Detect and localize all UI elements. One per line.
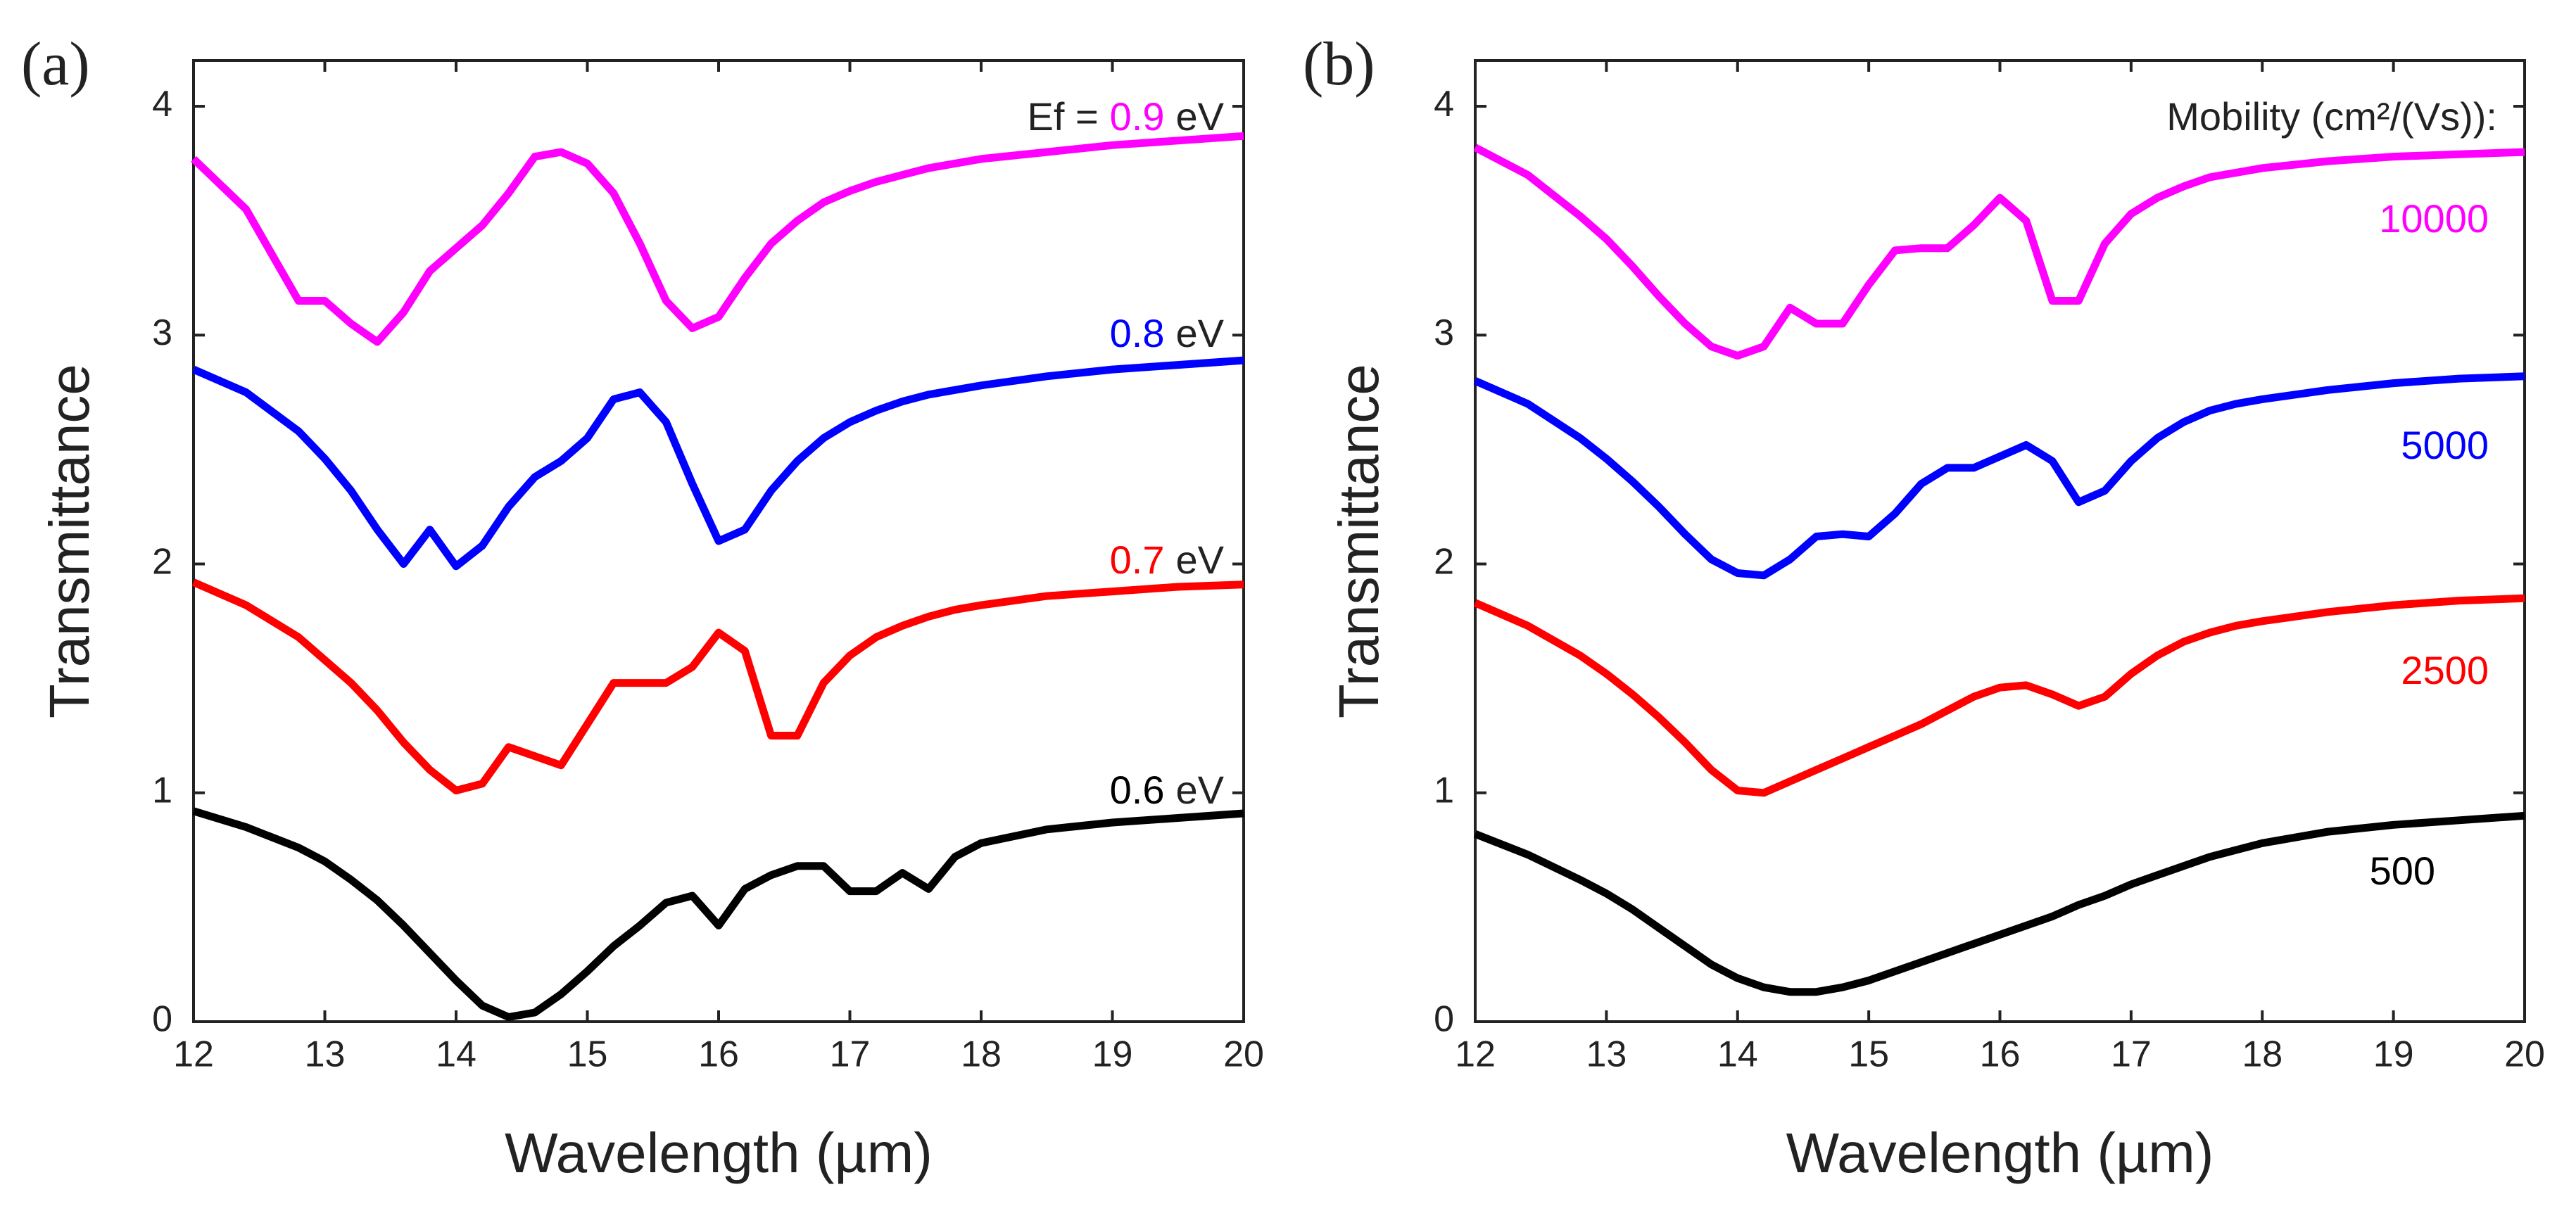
y-tick-label: 2 (152, 541, 172, 582)
data-line (192, 807, 1244, 1021)
x-tick-label: 13 (1586, 1034, 1627, 1075)
data-line (191, 356, 1244, 571)
legend-name: 10000 (2379, 196, 2489, 241)
x-tick-label: 12 (173, 1034, 214, 1075)
x-tick-label: 16 (698, 1034, 739, 1075)
y-tick-label: 0 (152, 999, 172, 1040)
legend-entry: 10000 (2379, 196, 2489, 241)
legend-entry: 0.8 eV (1110, 311, 1225, 355)
data-line (1473, 144, 2525, 360)
data-line (1473, 594, 2525, 797)
y-axis-title: Transmittance (38, 364, 101, 718)
x-tick-label: 15 (1848, 1034, 1889, 1075)
x-axis-title: Wavelength (µm) (1786, 1122, 2214, 1184)
panel-label: (a) (21, 30, 90, 99)
x-tick-label: 17 (830, 1034, 871, 1075)
x-tick-label: 12 (1455, 1034, 1496, 1075)
x-tick-label: 14 (436, 1034, 476, 1075)
x-tick-label: 18 (961, 1034, 1002, 1075)
y-tick-label: 4 (1434, 84, 1454, 125)
plot-frame (1474, 59, 2526, 1023)
data-line (1473, 372, 2525, 580)
x-tick-label: 19 (1092, 1034, 1133, 1075)
y-tick-label: 0 (1434, 999, 1454, 1040)
x-axis-title: Wavelength (µm) (505, 1122, 933, 1184)
legend-unit: eV (1176, 538, 1225, 582)
legend-entry: 5000 (2401, 423, 2489, 467)
y-tick-label: 3 (152, 312, 172, 353)
x-tick-label: 20 (1223, 1034, 1264, 1075)
legend-entry: Ef = 0.9 eV (1027, 94, 1224, 139)
legend-name: 0.8 (1110, 311, 1165, 355)
data-line (191, 132, 1244, 346)
legend-name: 2500 (2401, 648, 2489, 692)
y-tick-label: 3 (1434, 312, 1454, 353)
legend-name: 0.7 (1110, 538, 1165, 582)
panel-label: (b) (1303, 30, 1375, 99)
y-tick-label: 4 (152, 84, 172, 125)
y-axis-title: Transmittance (1327, 364, 1390, 718)
legend-name: 0.6 (1110, 768, 1165, 812)
x-tick-label: 13 (305, 1034, 346, 1075)
x-tick-label: 20 (2504, 1034, 2545, 1075)
y-tick-label: 1 (1434, 770, 1454, 811)
y-tick-label: 1 (152, 770, 172, 811)
legend-entry: 0.7 eV (1110, 538, 1225, 582)
x-tick-label: 19 (2373, 1034, 2414, 1075)
legend-unit: eV (1176, 768, 1225, 812)
x-tick-label: 14 (1717, 1034, 1758, 1075)
x-tick-label: 15 (567, 1034, 608, 1075)
legend-entry: 0.6 eV (1110, 768, 1225, 812)
data-line (191, 578, 1244, 794)
y-tick-label: 2 (1434, 541, 1454, 582)
legend-entry: 500 (2370, 849, 2435, 893)
legend-unit: eV (1176, 94, 1225, 139)
legend-prefix: Ef = (1027, 94, 1098, 139)
x-tick-label: 16 (1980, 1034, 2021, 1075)
x-tick-label: 18 (2242, 1034, 2283, 1075)
x-tick-label: 17 (2111, 1034, 2152, 1075)
legend-name: 5000 (2401, 423, 2489, 467)
legend-title: Mobility (cm²/(Vs)): (2166, 94, 2497, 139)
legend-unit: eV (1176, 311, 1225, 355)
legend-name: 500 (2370, 849, 2435, 893)
legend-entry: 2500 (2401, 648, 2489, 692)
data-line (1473, 811, 2525, 996)
legend-name: 0.9 (1110, 94, 1165, 139)
